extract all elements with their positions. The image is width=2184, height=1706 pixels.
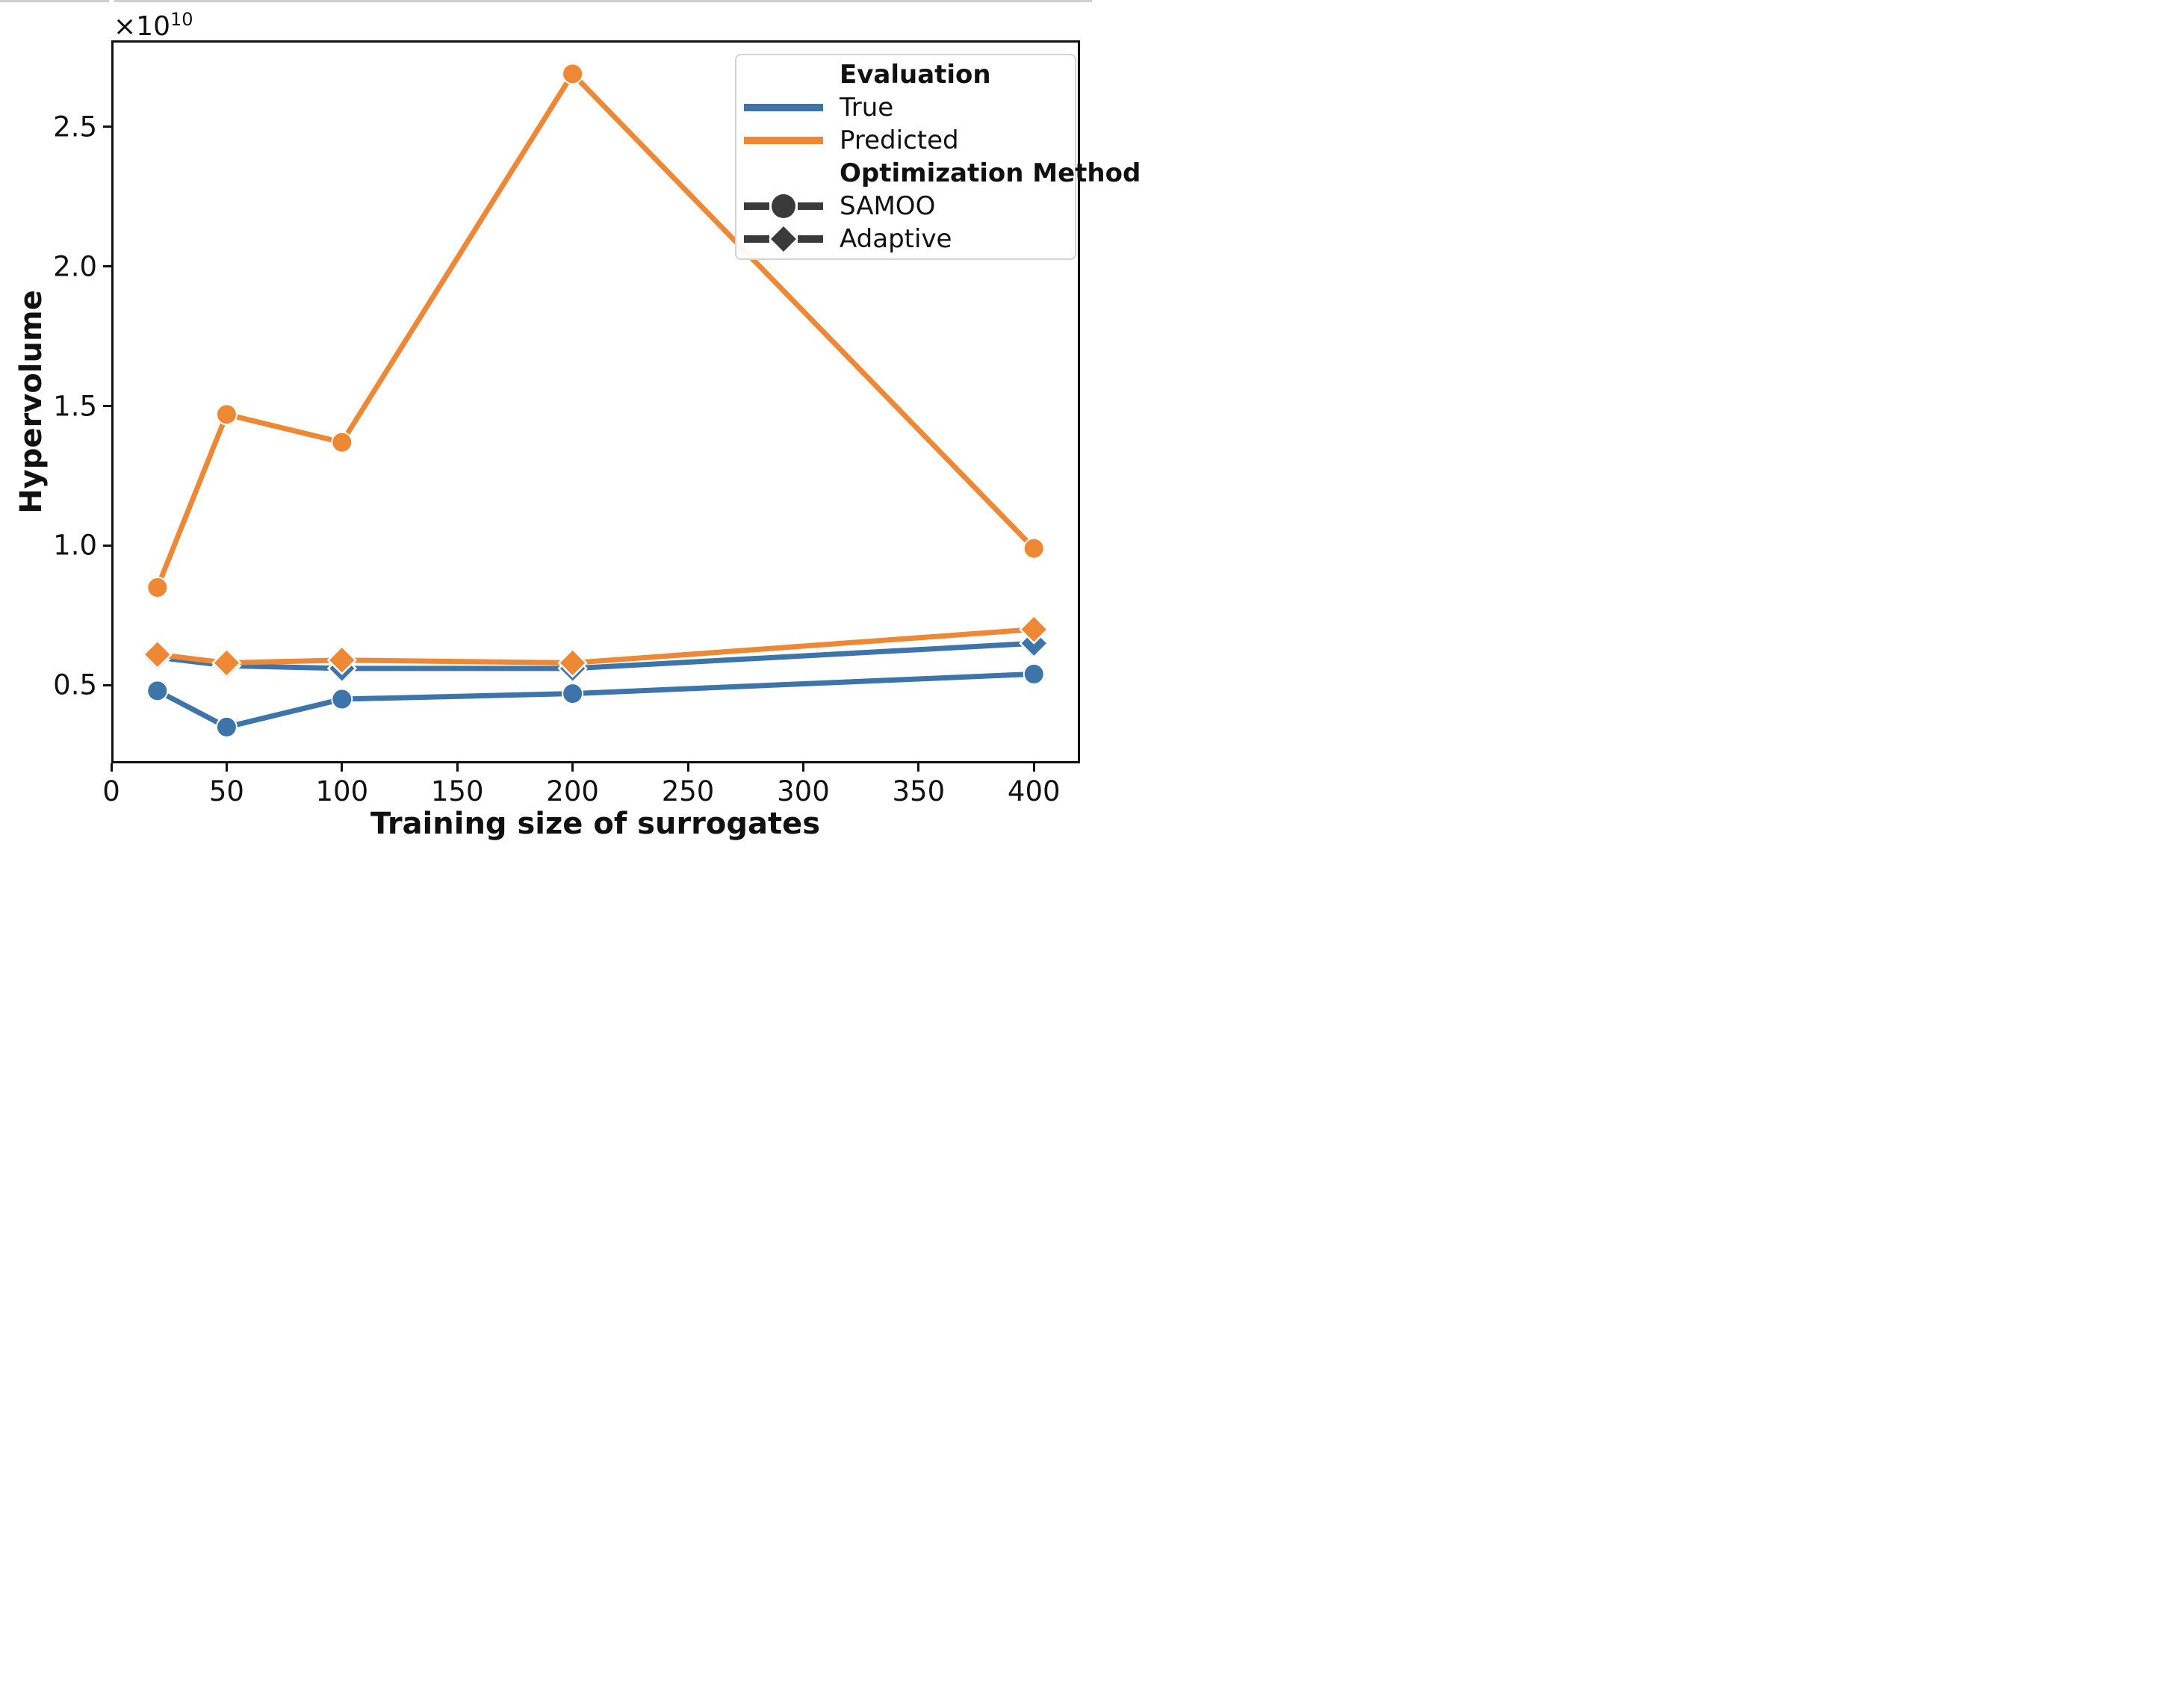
x-tick-label: 100: [315, 775, 369, 807]
x-tick-label: 300: [777, 775, 830, 807]
window-edge-artifact: [0, 0, 109, 2]
offset-base: ×10: [114, 11, 170, 42]
legend-item-adaptive: Adaptive: [744, 223, 1075, 255]
legend-dash: [798, 235, 823, 243]
x-tick-label: 350: [892, 775, 946, 807]
y-tick-mark: [103, 544, 111, 547]
y-axis-label: Hypervolume: [14, 290, 49, 514]
legend-item-label: Adaptive: [840, 224, 952, 254]
legend-header: Evaluation: [840, 60, 991, 90]
x-tick-mark: [1032, 763, 1035, 772]
x-tick-label: 150: [430, 775, 484, 807]
legend-dash: [798, 202, 823, 210]
legend-item-label: True: [840, 93, 894, 122]
legend-header-spacer: [744, 157, 823, 190]
x-tick-label: 50: [208, 775, 244, 807]
y-axis-offset-text: ×1010: [114, 9, 193, 42]
x-tick-label: 200: [546, 775, 599, 807]
legend-swatch: [744, 223, 823, 255]
x-tick-label: 0: [102, 775, 120, 807]
legend-header-spacer: [744, 58, 823, 91]
y-tick-mark: [103, 265, 111, 268]
legend-header: Optimization Method: [840, 158, 1141, 188]
legend-item-samoo: SAMOO: [744, 190, 1075, 223]
legend-dash: [744, 202, 769, 210]
legend-header-row: Evaluation: [744, 58, 1075, 91]
offset-exponent: 10: [170, 9, 193, 30]
legend-swatch: [744, 91, 823, 124]
x-tick-label: 400: [1007, 775, 1061, 807]
y-tick-mark: [103, 405, 111, 408]
legend: Evaluation True Predicted Optimization Meth…: [735, 54, 1141, 260]
legend-line-swatch: [744, 104, 823, 111]
window-edge-artifact: [114, 0, 1092, 2]
legend-swatch: [744, 124, 823, 157]
y-tick-label: 2.5: [53, 111, 97, 143]
x-tick-mark: [686, 763, 689, 772]
legend-line-swatch: [744, 137, 823, 144]
diamond-marker-icon: [769, 224, 798, 254]
legend-header-row: Optimization Method: [744, 157, 1141, 190]
y-tick-label: 1.5: [53, 390, 97, 423]
y-tick-label: 2.0: [53, 250, 97, 283]
y-tick-label: 1.0: [53, 529, 97, 562]
legend-item-predicted: Predicted: [744, 124, 1075, 157]
y-tick-mark: [103, 125, 111, 128]
legend-item-label: SAMOO: [840, 191, 936, 221]
x-tick-label: 250: [661, 775, 715, 807]
figure: ×1010 0.5 1.0 1.5 2.0 2.5 0 50 100 150 200 250 300 3…: [0, 0, 1141, 853]
x-tick-mark: [341, 763, 344, 772]
x-tick-mark: [571, 763, 574, 772]
y-tick-label: 0.5: [53, 669, 97, 701]
x-tick-mark: [225, 763, 228, 772]
legend-item-label: Predicted: [840, 125, 959, 155]
plot-area: [111, 40, 1080, 763]
y-tick-mark: [103, 683, 111, 686]
x-tick-mark: [801, 763, 804, 772]
legend-item-true: True: [744, 91, 1075, 124]
x-tick-mark: [456, 763, 459, 772]
legend-dash: [744, 235, 769, 243]
legend-swatch: [744, 190, 823, 223]
circle-marker-icon: [772, 194, 795, 218]
x-axis-label: Training size of surrogates: [370, 807, 821, 841]
x-tick-mark: [917, 763, 920, 772]
x-tick-mark: [110, 763, 113, 772]
